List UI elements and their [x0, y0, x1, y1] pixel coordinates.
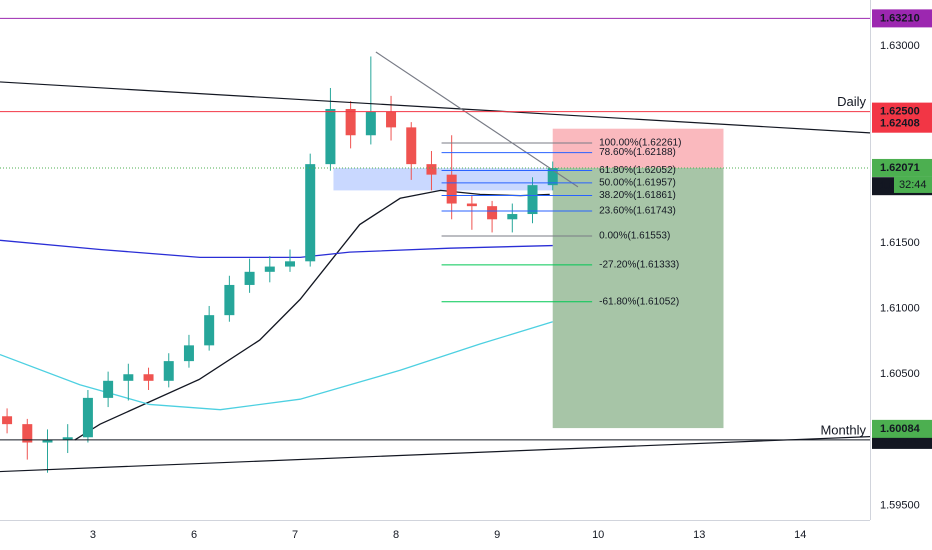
countdown: 32:44: [899, 179, 927, 191]
candle-body: [325, 108, 336, 165]
candle-body: [123, 374, 134, 381]
x-tick-label: 7: [292, 529, 298, 541]
countdown-tag: [894, 176, 932, 193]
ma-line: [0, 239, 553, 259]
candle-body: [42, 439, 53, 443]
fib-label: 0.00%(1.61553): [599, 231, 670, 242]
candle-body: [62, 437, 73, 440]
trendline: [0, 436, 871, 473]
position-stop: [552, 128, 724, 168]
candle-body: [547, 168, 558, 186]
price-tag: [872, 9, 932, 28]
trendline: [0, 81, 871, 134]
price-tag-label: 1.62500: [880, 106, 920, 118]
x-tick-label: 14: [794, 529, 806, 541]
candle-body: [264, 266, 275, 272]
ma-line: [0, 321, 553, 411]
price-tag-label: 1.62071: [880, 162, 920, 174]
ma-line: [74, 189, 550, 441]
candle-body: [426, 164, 437, 175]
candle-body: [285, 261, 295, 267]
fib-label: -61.80%(1.61052): [599, 296, 679, 307]
y-tick-label: 1.61000: [880, 302, 920, 314]
candle-body: [507, 214, 518, 220]
candle-body: [386, 111, 397, 128]
x-tick-label: 8: [393, 529, 399, 541]
fib-label: 78.60%(1.62188): [599, 147, 676, 158]
price-tag: [872, 114, 932, 133]
candle-body: [143, 374, 154, 381]
x-tick-label: 6: [191, 529, 197, 541]
candle-body: [103, 380, 114, 398]
price-tag-label: 1.60084: [880, 423, 921, 435]
candle-body: [82, 397, 93, 438]
x-tick-label: 9: [494, 529, 500, 541]
fib-label: 38.20%(1.61861): [599, 190, 676, 201]
x-tick-label: 10: [592, 529, 604, 541]
candle-body: [204, 315, 215, 346]
zone: [333, 168, 553, 191]
candle-body: [487, 206, 498, 220]
price-tag: [872, 419, 932, 438]
candle-body: [406, 127, 417, 165]
level-text: Daily: [837, 94, 866, 109]
price-tag-label: 1.63210: [880, 12, 920, 24]
candle-body: [244, 271, 255, 285]
candle-body: [305, 164, 316, 262]
trendline: [375, 51, 579, 188]
fib-label: 50.00%(1.61957): [599, 178, 676, 189]
candle-body: [163, 361, 174, 381]
candle-body: [183, 345, 194, 362]
fib-label: -27.20%(1.61333): [599, 259, 679, 270]
candle-body: [345, 108, 356, 136]
x-tick-label: 13: [693, 529, 705, 541]
candle-body: [446, 174, 457, 204]
candle-body: [2, 416, 13, 425]
fib-label: 23.60%(1.61743): [599, 206, 676, 217]
candle-body: [224, 284, 235, 316]
y-tick-label: 1.61500: [880, 237, 920, 249]
fib-label: 61.80%(1.62052): [599, 165, 676, 176]
x-tick-label: 3: [90, 529, 96, 541]
y-tick-label: 1.60500: [880, 368, 920, 380]
candle-body: [527, 185, 538, 215]
candle-body: [365, 111, 376, 136]
price-tag-label: 1.62408: [880, 118, 920, 130]
fib-label: 100.00%(1.62261): [599, 138, 681, 149]
y-tick-label: 1.59500: [880, 499, 920, 511]
level-text: Monthly: [820, 422, 866, 437]
candle-body: [22, 424, 33, 443]
candle-body: [466, 203, 477, 207]
y-tick-label: 1.63000: [880, 40, 920, 52]
price-tag: [872, 158, 932, 177]
